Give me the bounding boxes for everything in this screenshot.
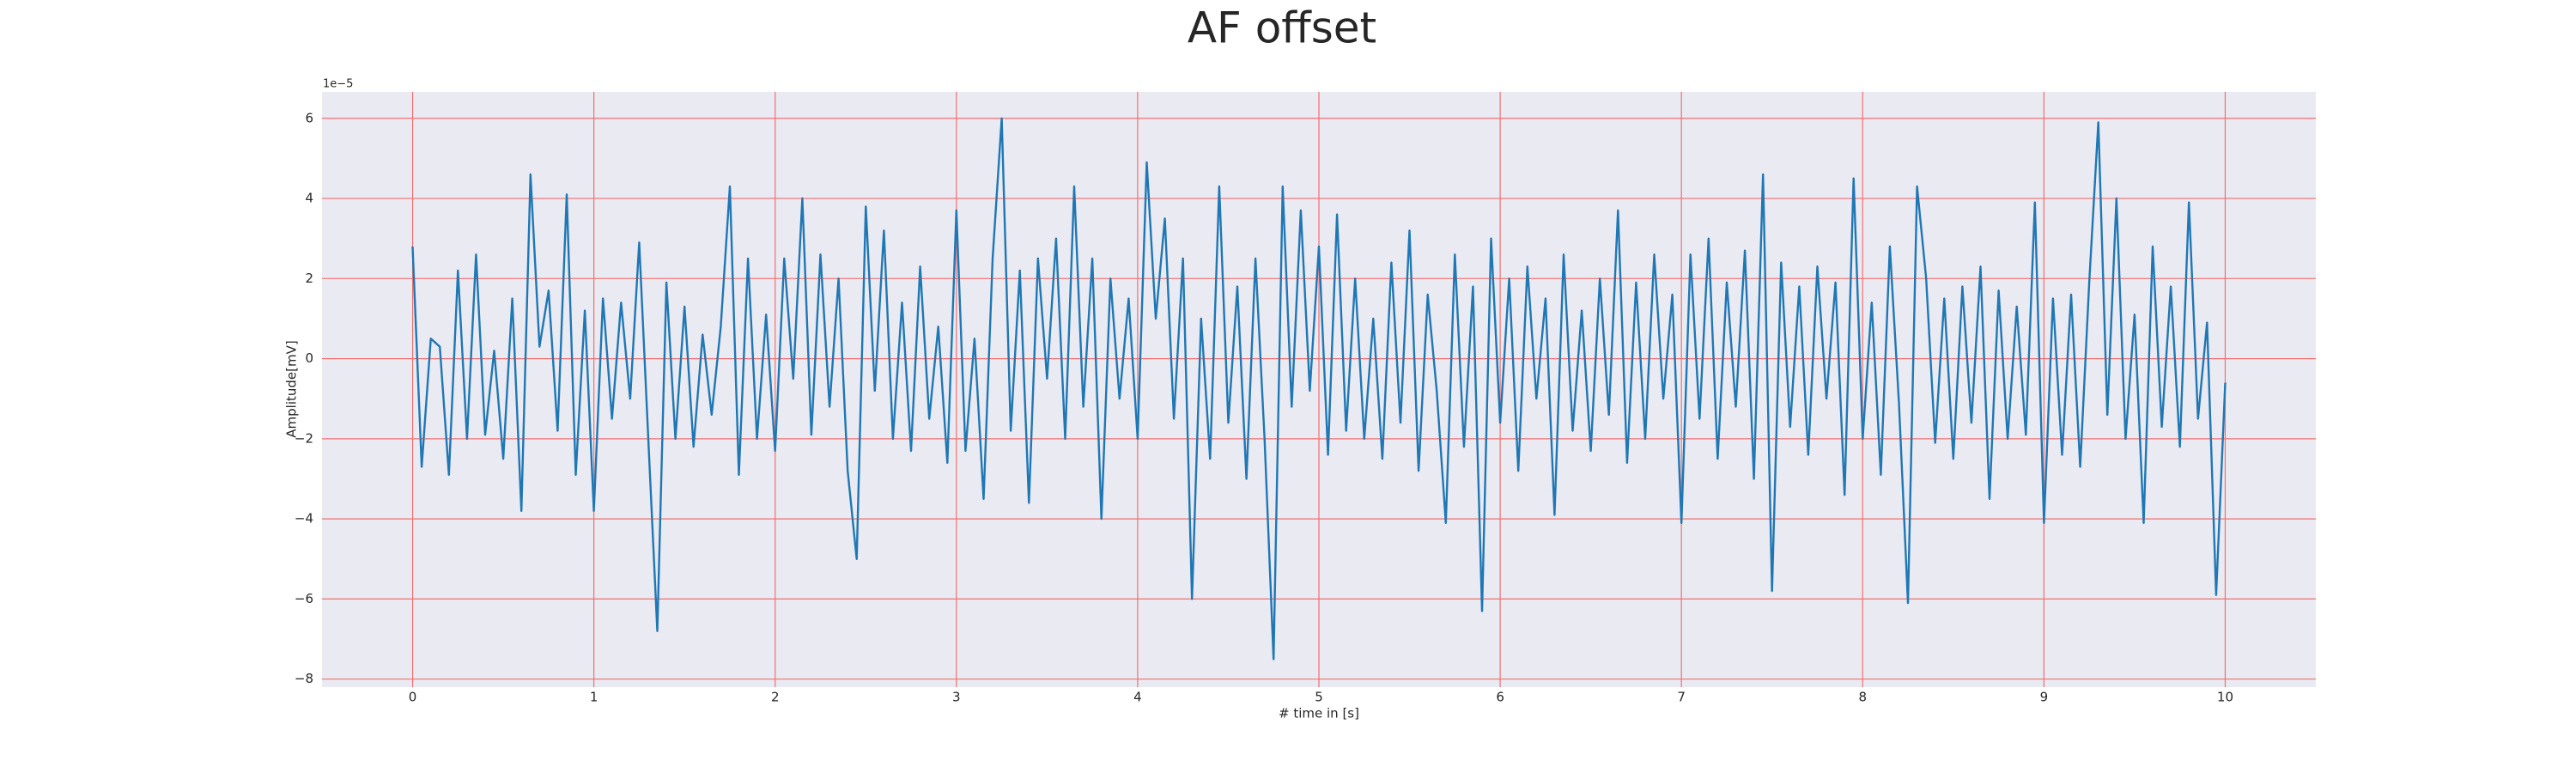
x-tick-label: 6	[1496, 690, 1504, 705]
y-tick-label: −6	[295, 591, 313, 606]
y-tick-label: −8	[295, 671, 313, 686]
x-tick-label: 2	[771, 690, 780, 705]
x-tick-label: 7	[1677, 690, 1686, 705]
y-tick-label: 6	[305, 110, 313, 125]
y-tick-label: 0	[305, 350, 313, 366]
x-axis-label: # time in [s]	[1279, 706, 1359, 721]
y-offset-label: 1e−5	[323, 78, 353, 91]
data-line	[411, 117, 2227, 660]
x-tick-label: 3	[952, 690, 961, 705]
x-tick-label: 1	[590, 690, 598, 705]
y-axis-label: Amplitude[mV]	[284, 340, 300, 437]
x-tick-label: 10	[2217, 690, 2233, 705]
x-tick-label: 0	[409, 690, 417, 705]
x-tick-label: 9	[2040, 690, 2049, 705]
y-tick-label: 2	[305, 271, 313, 286]
x-tick-label: 8	[1858, 690, 1867, 705]
x-tick-label: 5	[1315, 690, 1323, 705]
x-tick-label: 4	[1133, 690, 1142, 705]
y-tick-label: 4	[305, 191, 313, 206]
y-tick-label: −2	[295, 430, 313, 446]
y-tick-label: −4	[295, 511, 313, 526]
chart-title: AF offset	[1188, 3, 1376, 53]
